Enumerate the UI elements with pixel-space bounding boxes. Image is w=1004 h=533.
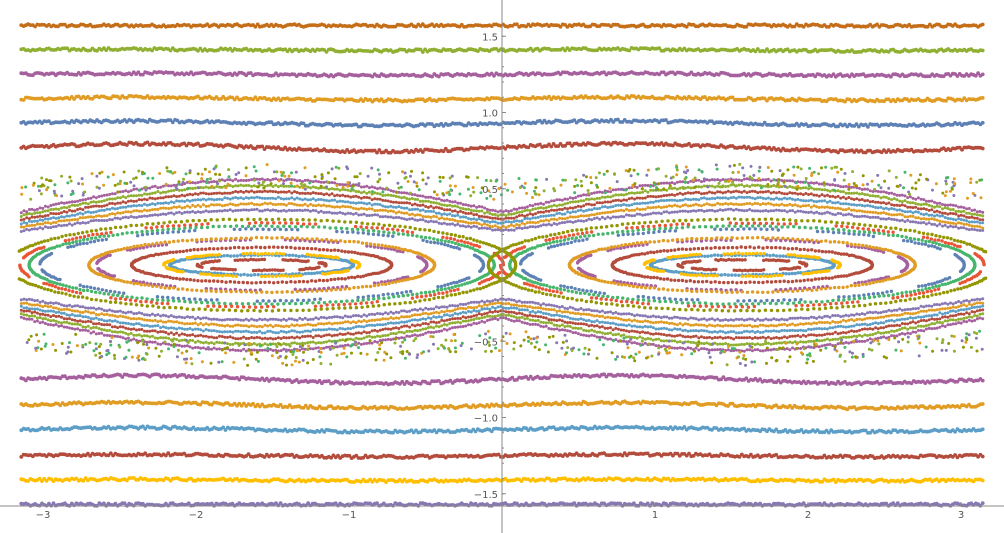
data-point <box>558 24 563 29</box>
data-point <box>198 46 203 51</box>
data-point <box>925 24 930 29</box>
data-point <box>980 120 985 125</box>
data-point <box>980 22 985 27</box>
data-point <box>253 24 258 29</box>
data-point <box>792 24 797 29</box>
data-point <box>980 96 985 100</box>
data-point <box>980 378 985 383</box>
data-point <box>196 48 200 53</box>
data-point <box>980 72 985 77</box>
data-point <box>980 48 985 53</box>
data-point <box>827 25 831 29</box>
data-point <box>980 427 985 432</box>
data-point <box>980 454 985 459</box>
data-point <box>980 478 985 483</box>
data-point <box>875 22 879 27</box>
data-point <box>420 50 425 54</box>
data-point <box>418 47 423 52</box>
data-point <box>168 48 173 53</box>
data-point <box>228 46 233 51</box>
data-point <box>150 48 155 53</box>
data-point <box>744 24 749 29</box>
data-point <box>980 146 985 151</box>
data-point <box>684 24 689 29</box>
scatter-points <box>17 22 988 508</box>
data-point <box>324 50 329 54</box>
data-point <box>801 24 806 29</box>
data-point <box>515 22 519 27</box>
data-point <box>65 46 70 51</box>
data-point <box>980 402 985 406</box>
